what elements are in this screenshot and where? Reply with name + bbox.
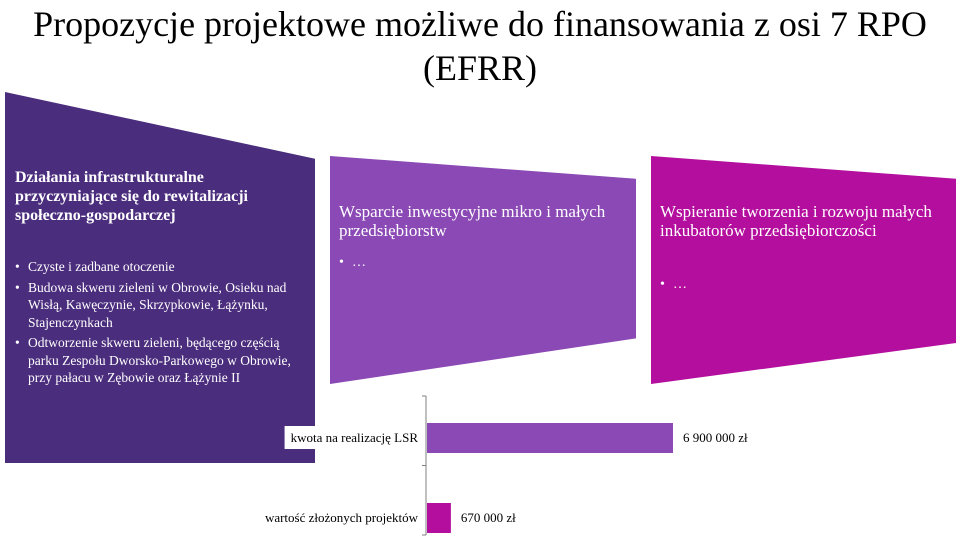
panel-incubators: Wspieranie tworzenia i rozwoju małych in… [651,156,956,384]
panel-investment-support-list: … [339,254,629,275]
chart-category-label: wartość złożonych projektów [265,510,419,525]
panel-incubators-heading: Wspieranie tworzenia i rozwoju małych in… [660,202,932,240]
chart-data-label: 6 900 000 zł [683,430,748,445]
panel-infrastructure-list: Czyste i zadbane otoczenie Budowa skweru… [15,258,305,390]
panel-investment-support: Wsparcie inwestycyjne mikro i małych prz… [330,156,636,384]
panel-investment-support-heading: Wsparcie inwestycyjne mikro i małych prz… [339,202,606,240]
panel-infrastructure-heading: Działania infrastrukturalne przyczyniają… [15,169,248,224]
slide-title-line-1: Propozycje projektowe możliwe do finanso… [33,4,927,44]
chart-category-label-background [258,506,425,529]
chart-bar [427,503,451,533]
list-item: Odtworzenie skweru zieleni, będącego czę… [15,334,305,387]
list-item: … [660,276,950,294]
list-item: Czyste i zadbane otoczenie [15,258,305,276]
panel-incubators-list: … [660,276,950,297]
slide-title-line-2: (EFRR) [422,48,537,88]
chart-bar [427,423,673,453]
panel-infrastructure: Działania infrastrukturalne przyczyniają… [5,92,315,463]
chart-data-label: 670 000 zł [461,510,516,525]
list-item: … [339,254,629,272]
list-item: Budowa skweru zieleni w Obrowie, Osieku … [15,279,305,332]
slide-title: Propozycje projektowe możliwe do finanso… [0,2,960,90]
